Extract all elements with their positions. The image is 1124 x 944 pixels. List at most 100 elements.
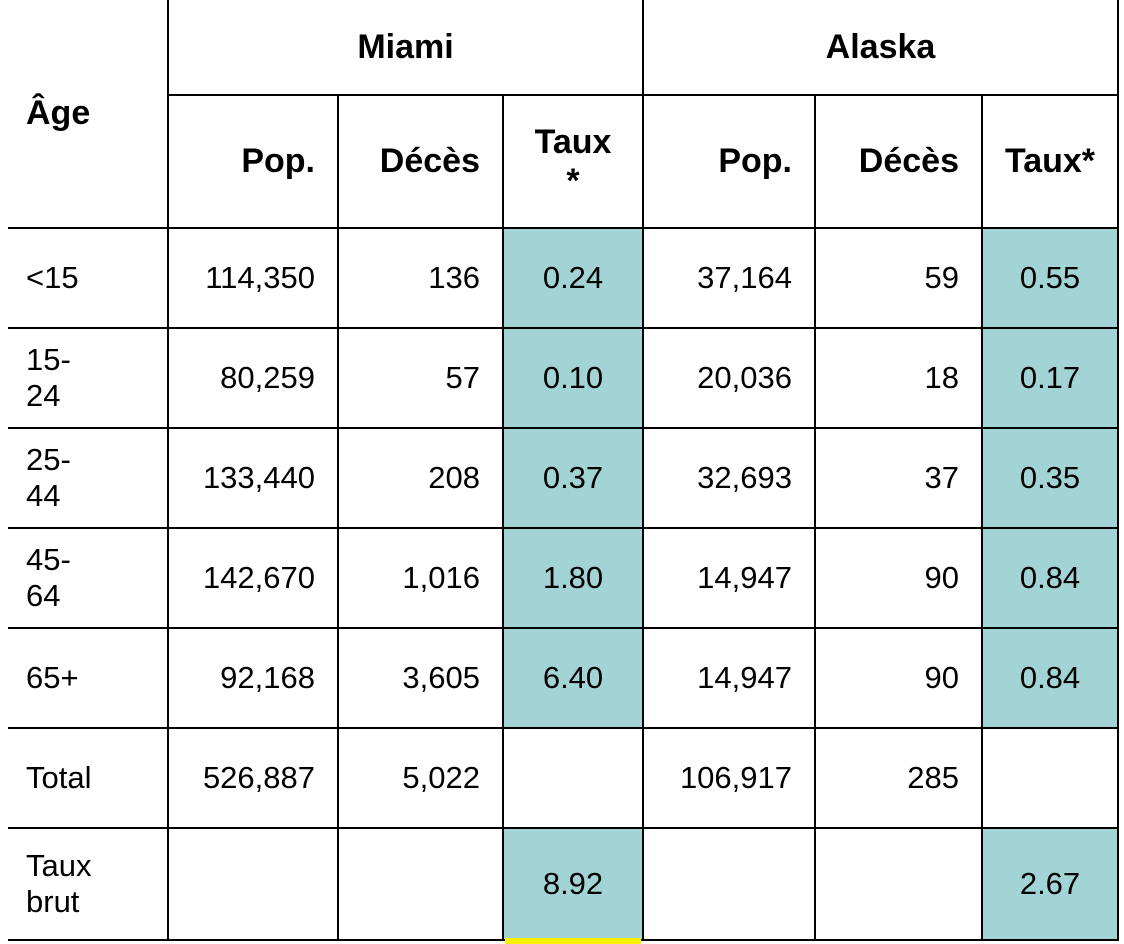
value-cell: 14,947: [642, 527, 816, 629]
cell-text: 37,164: [697, 260, 792, 295]
value-cell: 18: [814, 327, 983, 429]
cell-text: 133,440: [202, 460, 315, 495]
value-cell: 106,917: [642, 727, 816, 829]
column-header-row: Pop. Décès Taux * Pop. Décès Taux*: [8, 94, 1119, 229]
value-cell: 136: [337, 227, 504, 329]
cell-text: 0.37: [542, 460, 604, 495]
column-header: Décès: [337, 94, 504, 229]
row-label-text: 25-44: [26, 442, 71, 513]
value-cell: 208: [337, 427, 504, 529]
rate-cell: 0.17: [981, 327, 1119, 429]
cell-text: 6.40: [542, 660, 604, 695]
mortality-table: Âge Miami Alaska Pop. Décès Taux * Pop. Décè…: [8, 0, 1119, 941]
table-row: 45-64 142,670 1,016 1.80 14,947 90 0.84: [8, 527, 1119, 629]
value-cell: 80,259: [167, 327, 339, 429]
group-header: Miami: [167, 0, 644, 96]
value-cell: [337, 827, 504, 941]
row-label-text: Taux brut: [26, 848, 92, 919]
row-label-text: 45-64: [26, 542, 71, 613]
cell-text: 0.55: [1019, 260, 1081, 295]
value-cell: 90: [814, 527, 983, 629]
cell-text: 3,605: [402, 660, 480, 695]
value-cell: 92,168: [167, 627, 339, 729]
cell-text: 208: [428, 460, 480, 495]
cell-text: 37: [924, 460, 959, 495]
value-cell: [814, 827, 983, 941]
rate-cell: 6.40: [502, 627, 644, 729]
value-cell: 142,670: [167, 527, 339, 629]
cell-text: 0.84: [1019, 560, 1081, 595]
cell-text: 1.80: [542, 560, 604, 595]
column-header: Pop.: [642, 94, 816, 229]
rate-cell: 0.35: [981, 427, 1119, 529]
value-cell: 285: [814, 727, 983, 829]
cell-text: 0.24: [542, 260, 604, 295]
cell-text: 106,917: [679, 760, 792, 795]
cell-text: 0.10: [542, 360, 604, 395]
rate-cell: [502, 727, 644, 829]
column-header: Taux *: [502, 94, 644, 229]
cell-text: 5,022: [402, 760, 480, 795]
value-cell: 32,693: [642, 427, 816, 529]
column-header-text: Pop.: [718, 142, 792, 180]
value-cell: 20,036: [642, 327, 816, 429]
age-header: Âge: [8, 0, 169, 229]
value-cell: [167, 827, 339, 941]
highlight-strip: [505, 938, 641, 944]
rate-cell: 0.10: [502, 327, 644, 429]
rate-cell: 0.84: [981, 527, 1119, 629]
table-body: <15 114,350 136 0.24 37,164 59 0.55 15-24 80,259…: [8, 227, 1119, 941]
cell-text: 20,036: [697, 360, 792, 395]
rate-cell: 2.67: [981, 827, 1119, 941]
row-label-text: <15: [26, 260, 79, 295]
cell-text: 59: [924, 260, 959, 295]
cell-text: 114,350: [205, 260, 315, 295]
row-label: Taux brut: [8, 827, 169, 941]
row-label: Total: [8, 727, 169, 829]
table-row: 65+ 92,168 3,605 6.40 14,947 90 0.84: [8, 627, 1119, 729]
cell-text: 8.92: [542, 866, 604, 901]
value-cell: 37: [814, 427, 983, 529]
cell-text: 142,670: [202, 560, 315, 595]
table-row: Total 526,887 5,022 106,917 285: [8, 727, 1119, 829]
cell-text: 2.67: [1019, 866, 1081, 901]
column-header: Pop.: [167, 94, 339, 229]
column-header-text: Pop.: [241, 142, 315, 180]
cell-text: 14,947: [697, 660, 792, 695]
table-row: Taux brut 8.92 2.67: [8, 827, 1119, 941]
column-header-text: Décès: [379, 142, 480, 180]
value-cell: 37,164: [642, 227, 816, 329]
cell-text: 90: [924, 560, 959, 595]
value-cell: 5,022: [337, 727, 504, 829]
cell-text: 32,693: [697, 460, 792, 495]
cell-text: 92,168: [220, 660, 315, 695]
column-header-text: Taux*: [1004, 142, 1096, 180]
column-header: Taux*: [981, 94, 1119, 229]
value-cell: 14,947: [642, 627, 816, 729]
value-cell: 59: [814, 227, 983, 329]
column-header-text: Taux *: [534, 122, 612, 200]
row-label-text: Total: [26, 760, 92, 795]
cell-text: 285: [907, 760, 959, 795]
group-header-row: Âge Miami Alaska: [8, 0, 1119, 229]
rate-cell: 1.80: [502, 527, 644, 629]
table-row: <15 114,350 136 0.24 37,164 59 0.55: [8, 227, 1119, 329]
value-cell: 114,350: [167, 227, 339, 329]
cell-text: 80,259: [220, 360, 315, 395]
value-cell: 90: [814, 627, 983, 729]
column-header: Décès: [814, 94, 983, 229]
rate-cell: 0.84: [981, 627, 1119, 729]
value-cell: [642, 827, 816, 941]
rate-cell: 8.92: [502, 827, 644, 941]
table-row: 15-24 80,259 57 0.10 20,036 18 0.17: [8, 327, 1119, 429]
table-row: 25-44 133,440 208 0.37 32,693 37 0.35: [8, 427, 1119, 529]
cell-text: 526,887: [202, 760, 315, 795]
row-label: <15: [8, 227, 169, 329]
cell-text: 18: [924, 360, 959, 395]
value-cell: 3,605: [337, 627, 504, 729]
cell-text: 0.35: [1019, 460, 1081, 495]
value-cell: 133,440: [167, 427, 339, 529]
value-cell: 526,887: [167, 727, 339, 829]
value-cell: 1,016: [337, 527, 504, 629]
